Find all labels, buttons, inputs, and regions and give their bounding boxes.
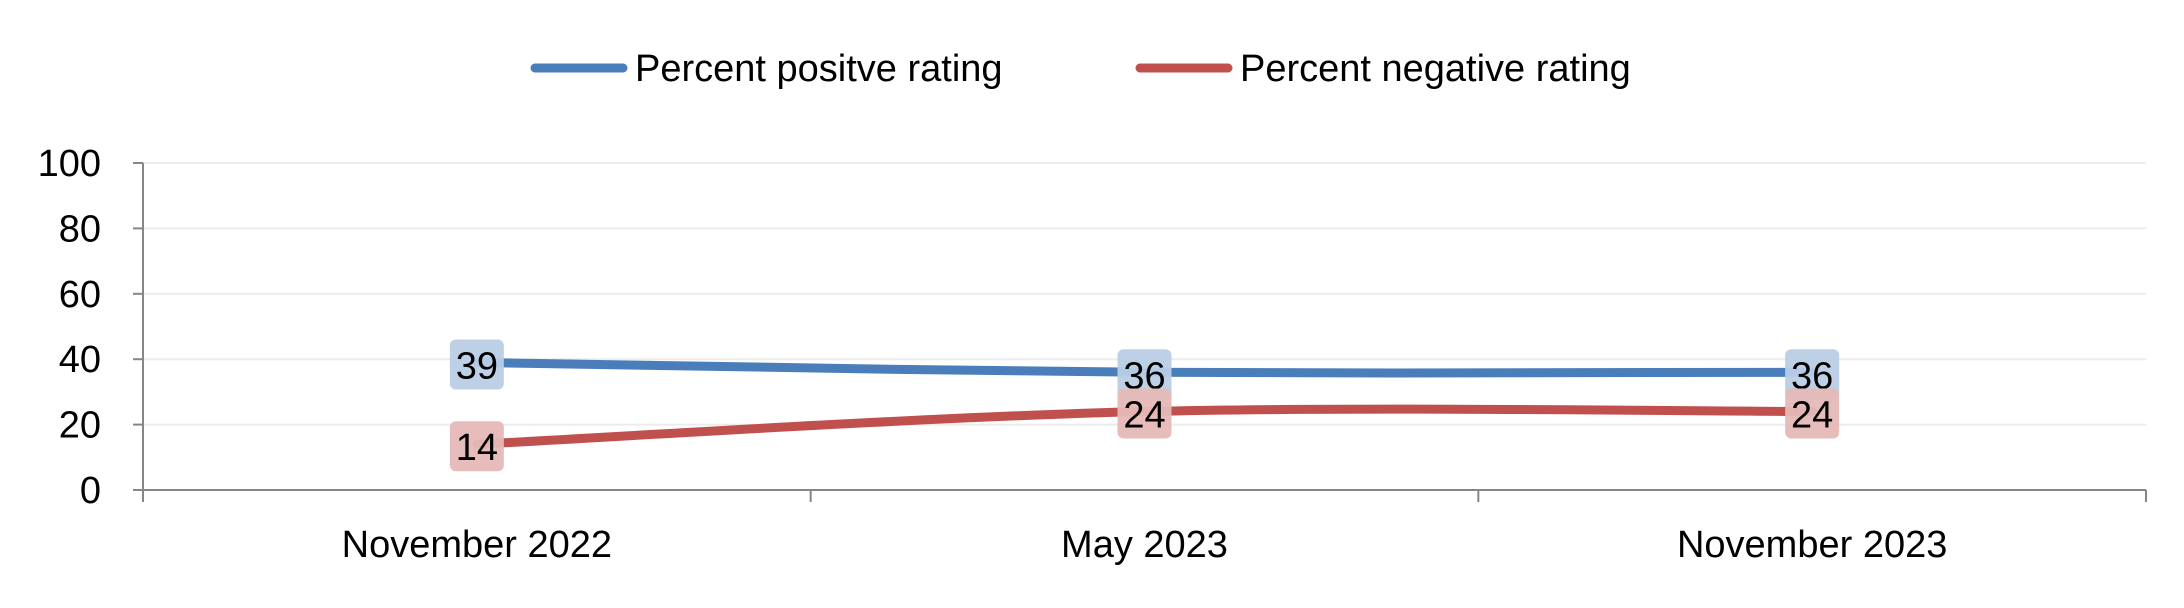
y-tick-label: 80 bbox=[59, 208, 101, 250]
data-label-bg bbox=[1117, 388, 1172, 439]
y-tick-label: 40 bbox=[59, 339, 101, 381]
data-label-bg bbox=[1785, 388, 1840, 439]
y-tick-label: 100 bbox=[38, 143, 101, 185]
data-label-bg bbox=[449, 339, 504, 390]
data-label: 39 bbox=[456, 345, 498, 387]
data-label: 24 bbox=[1123, 395, 1165, 437]
data-label-bg bbox=[1117, 349, 1172, 400]
y-tick-label: 0 bbox=[80, 470, 101, 512]
data-label: 14 bbox=[456, 427, 498, 469]
x-tick-label-may-2023: May 2023 bbox=[1061, 524, 1228, 566]
legend-label-percent-negative-rating: Percent negative rating bbox=[1240, 48, 1631, 90]
x-tick-label-november-2023: November 2023 bbox=[1677, 524, 1947, 566]
legend: Percent positve rating Percent negative r… bbox=[530, 48, 1631, 90]
data-label-bg bbox=[449, 421, 504, 472]
legend-label-percent-positve-rating: Percent positve rating bbox=[635, 48, 1003, 90]
axes: 0 20 40 60 80 100 November 2022 May 2023 Novembe… bbox=[38, 143, 2147, 566]
data-label: 24 bbox=[1791, 395, 1833, 437]
data-label-bg bbox=[1785, 349, 1840, 400]
y-tick-label: 20 bbox=[59, 405, 101, 447]
y-tick-label: 60 bbox=[59, 274, 101, 316]
x-tick-label-november-2022: November 2022 bbox=[342, 524, 612, 566]
